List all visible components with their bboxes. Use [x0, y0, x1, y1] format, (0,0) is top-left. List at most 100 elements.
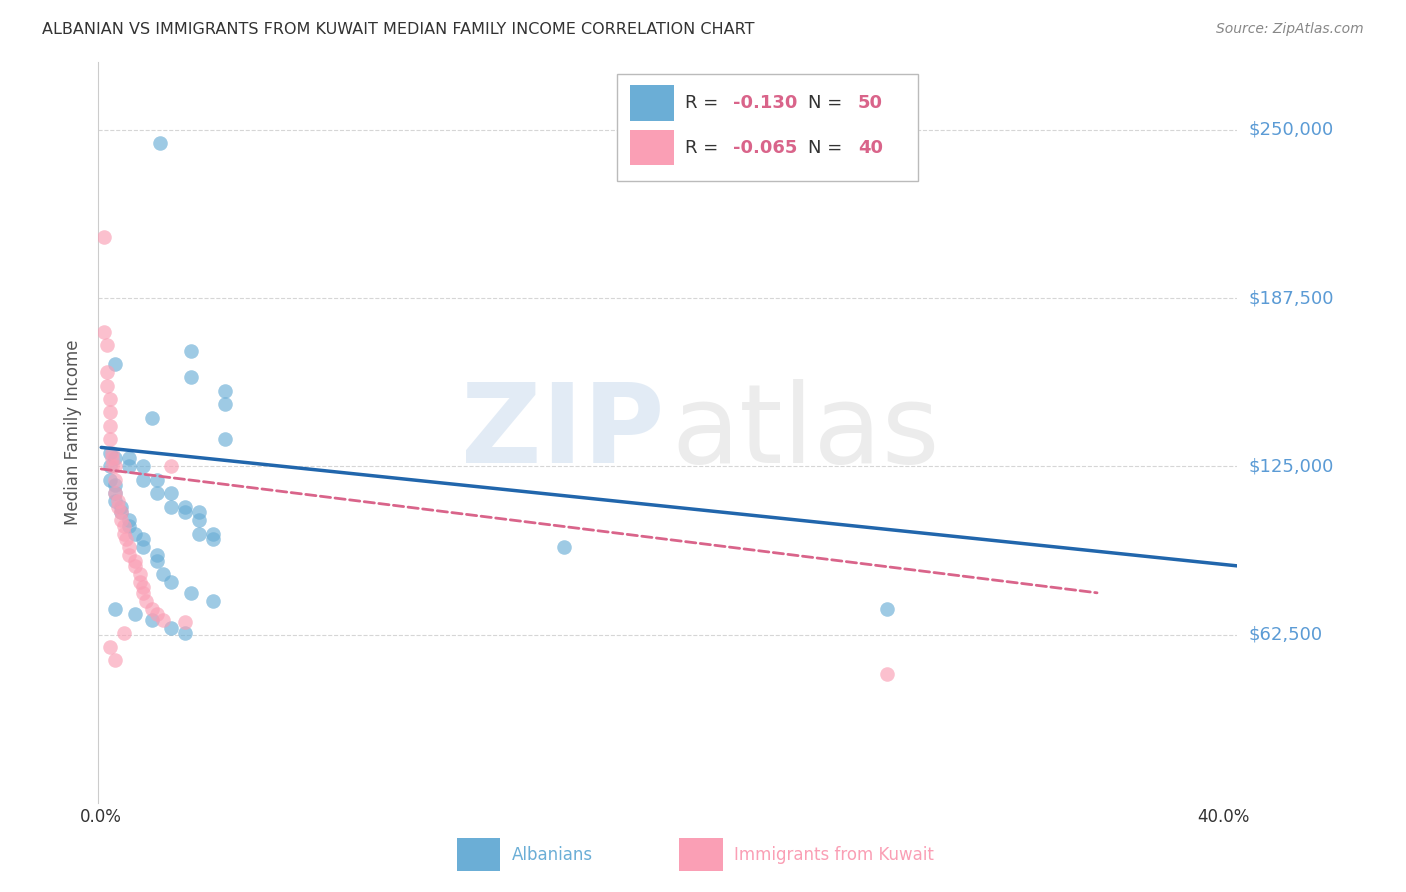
- Point: [112, 626, 135, 640]
- Point: [101, 451, 124, 466]
- Point: [124, 607, 146, 622]
- Text: -0.065: -0.065: [733, 138, 797, 157]
- Point: [96, 378, 118, 392]
- Point: [104, 459, 127, 474]
- Point: [107, 494, 129, 508]
- Point: [202, 526, 225, 541]
- Point: [101, 459, 124, 474]
- Point: [104, 486, 127, 500]
- Point: [141, 602, 163, 616]
- Point: [110, 513, 132, 527]
- Point: [160, 486, 183, 500]
- Text: 40: 40: [858, 138, 883, 157]
- Text: ZIP: ZIP: [461, 379, 665, 486]
- Point: [876, 666, 898, 681]
- Point: [146, 473, 169, 487]
- Point: [141, 410, 163, 425]
- Point: [129, 566, 152, 581]
- Point: [149, 136, 172, 151]
- Point: [132, 532, 155, 546]
- Point: [115, 532, 138, 546]
- Point: [141, 613, 163, 627]
- Bar: [457, 838, 501, 871]
- Bar: [630, 130, 673, 165]
- Point: [107, 500, 129, 514]
- Text: $250,000: $250,000: [1249, 120, 1334, 139]
- Point: [104, 451, 127, 466]
- Point: [98, 392, 121, 406]
- Point: [174, 505, 197, 519]
- Point: [152, 566, 174, 581]
- Point: [118, 513, 141, 527]
- Point: [876, 602, 898, 616]
- Point: [104, 602, 127, 616]
- Text: Immigrants from Kuwait: Immigrants from Kuwait: [734, 846, 934, 863]
- Point: [124, 558, 146, 573]
- Point: [118, 518, 141, 533]
- Point: [98, 433, 121, 447]
- Point: [124, 553, 146, 567]
- Point: [118, 459, 141, 474]
- Point: [112, 518, 135, 533]
- Text: 50: 50: [858, 95, 883, 112]
- Point: [214, 397, 236, 411]
- Point: [553, 540, 575, 554]
- Point: [101, 446, 124, 460]
- Text: R =: R =: [685, 138, 724, 157]
- Point: [146, 553, 169, 567]
- Point: [96, 365, 118, 379]
- Point: [93, 325, 115, 339]
- Point: [93, 230, 115, 244]
- Point: [160, 500, 183, 514]
- Text: N =: N =: [808, 95, 848, 112]
- Point: [110, 500, 132, 514]
- Point: [146, 548, 169, 562]
- Point: [104, 357, 127, 371]
- Point: [202, 594, 225, 608]
- Point: [132, 473, 155, 487]
- Point: [96, 338, 118, 352]
- Text: Source: ZipAtlas.com: Source: ZipAtlas.com: [1216, 22, 1364, 37]
- Point: [202, 532, 225, 546]
- Point: [160, 459, 183, 474]
- Point: [124, 526, 146, 541]
- Point: [98, 446, 121, 460]
- Point: [98, 459, 121, 474]
- Text: $187,500: $187,500: [1249, 289, 1334, 307]
- Point: [110, 505, 132, 519]
- Point: [104, 653, 127, 667]
- Point: [132, 459, 155, 474]
- Point: [214, 433, 236, 447]
- Point: [214, 384, 236, 398]
- Point: [132, 586, 155, 600]
- Text: $125,000: $125,000: [1249, 458, 1334, 475]
- Point: [110, 505, 132, 519]
- Text: R =: R =: [685, 95, 724, 112]
- Point: [174, 615, 197, 630]
- Point: [188, 505, 211, 519]
- Point: [174, 626, 197, 640]
- Text: Albanians: Albanians: [512, 846, 593, 863]
- Text: -0.130: -0.130: [733, 95, 797, 112]
- Point: [104, 478, 127, 492]
- Point: [160, 575, 183, 590]
- Point: [132, 581, 155, 595]
- Point: [104, 494, 127, 508]
- Point: [146, 607, 169, 622]
- Point: [188, 526, 211, 541]
- Bar: [617, 73, 918, 181]
- Point: [188, 513, 211, 527]
- Point: [135, 594, 157, 608]
- Point: [118, 548, 141, 562]
- Point: [112, 526, 135, 541]
- Text: atlas: atlas: [671, 379, 939, 486]
- Point: [98, 640, 121, 654]
- Point: [129, 575, 152, 590]
- Bar: [630, 86, 673, 121]
- Point: [104, 486, 127, 500]
- Point: [180, 586, 202, 600]
- Text: ALBANIAN VS IMMIGRANTS FROM KUWAIT MEDIAN FAMILY INCOME CORRELATION CHART: ALBANIAN VS IMMIGRANTS FROM KUWAIT MEDIA…: [42, 22, 755, 37]
- Y-axis label: Median Family Income: Median Family Income: [65, 340, 83, 525]
- Point: [118, 451, 141, 466]
- Point: [98, 405, 121, 419]
